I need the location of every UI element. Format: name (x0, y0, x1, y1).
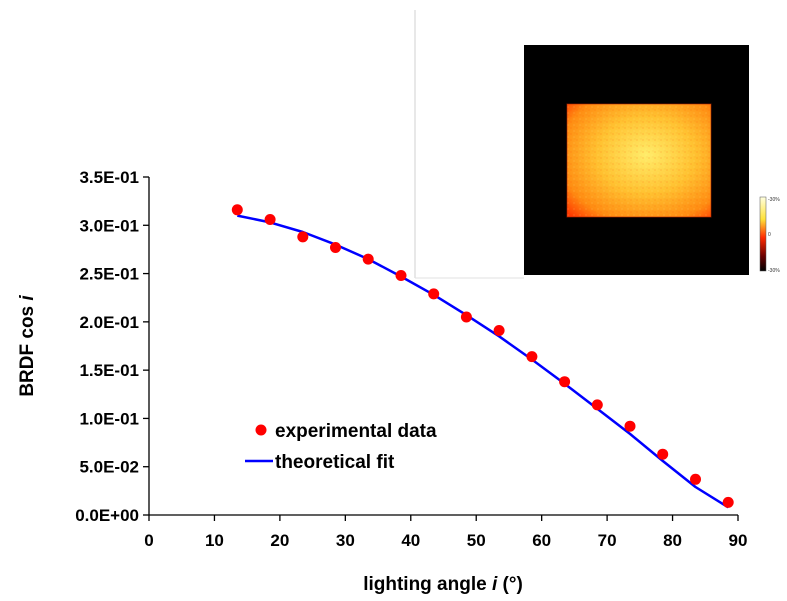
inset-scale-label-top: -30% (768, 197, 780, 203)
axes (148, 177, 738, 516)
data-point (493, 325, 505, 336)
x-tick-label: 30 (336, 531, 355, 550)
x-ticks: 0 10 20 30 40 50 60 70 80 90 (144, 515, 747, 550)
x-tick-label: 80 (663, 531, 682, 550)
inset-heatmap-edge (566, 103, 712, 218)
y-tick-label: 1.5E-01 (79, 361, 139, 380)
data-point (362, 253, 374, 265)
y-axis-title-var: i (17, 295, 38, 301)
y-axis-title: BRDF cos i (17, 295, 38, 397)
x-axis-title-var: i (492, 574, 498, 595)
y-tick-label: 3.5E-01 (79, 168, 139, 187)
x-tick-label: 0 (144, 531, 153, 550)
data-point (624, 420, 636, 432)
legend-label-fit: theoretical fit (275, 452, 395, 473)
x-axis-title-unit: (°) (503, 574, 523, 595)
data-point (231, 204, 243, 216)
x-axis-title: lighting angle i (°) (363, 574, 523, 595)
data-point (559, 376, 571, 388)
data-point (460, 311, 472, 323)
y-ticks: 0.0E+00 5.0E-02 1.0E-01 1.5E-01 2.0E-01 2.5E-… (75, 168, 149, 525)
series-layer (231, 204, 734, 509)
data-point (297, 231, 309, 243)
inset-heatmap-texture (567, 104, 711, 217)
data-point (657, 448, 669, 460)
data-point (395, 270, 407, 281)
y-tick-label: 2.5E-01 (79, 265, 139, 284)
data-point (690, 473, 701, 485)
data-point (722, 496, 734, 508)
y-tick-label: 3.0E-01 (79, 216, 139, 235)
x-tick-label: 90 (729, 531, 748, 550)
legend-marker-experimental (255, 424, 267, 436)
inset-color-scale (759, 196, 767, 272)
data-point (526, 351, 538, 363)
inset-scale-label-mid: 0 (768, 232, 771, 238)
x-axis-title-text: lighting angle (363, 574, 487, 595)
x-tick-label: 60 (532, 531, 551, 550)
y-axis-title-text: BRDF cos (17, 306, 38, 397)
inset-scale-label-bottom: -30% (768, 268, 780, 274)
data-point (264, 214, 276, 225)
data-point (591, 399, 603, 411)
y-tick-label: 1.0E-01 (79, 409, 139, 428)
legend-label-experimental: experimental data (275, 421, 437, 442)
data-point (330, 242, 341, 253)
x-tick-label: 70 (598, 531, 617, 550)
data-point (428, 288, 440, 300)
y-tick-label: 2.0E-01 (79, 313, 139, 332)
fit-line (237, 214, 729, 509)
y-tick-label: 5.0E-02 (79, 458, 139, 477)
x-tick-label: 20 (270, 531, 289, 550)
x-tick-label: 40 (401, 531, 420, 550)
inset-panel: -30% 0 -30% (414, 10, 780, 279)
legend: experimental data theoretical fit (245, 421, 437, 473)
x-tick-label: 10 (205, 531, 224, 550)
y-tick-label: 0.0E+00 (75, 506, 139, 525)
x-tick-label: 50 (467, 531, 486, 550)
